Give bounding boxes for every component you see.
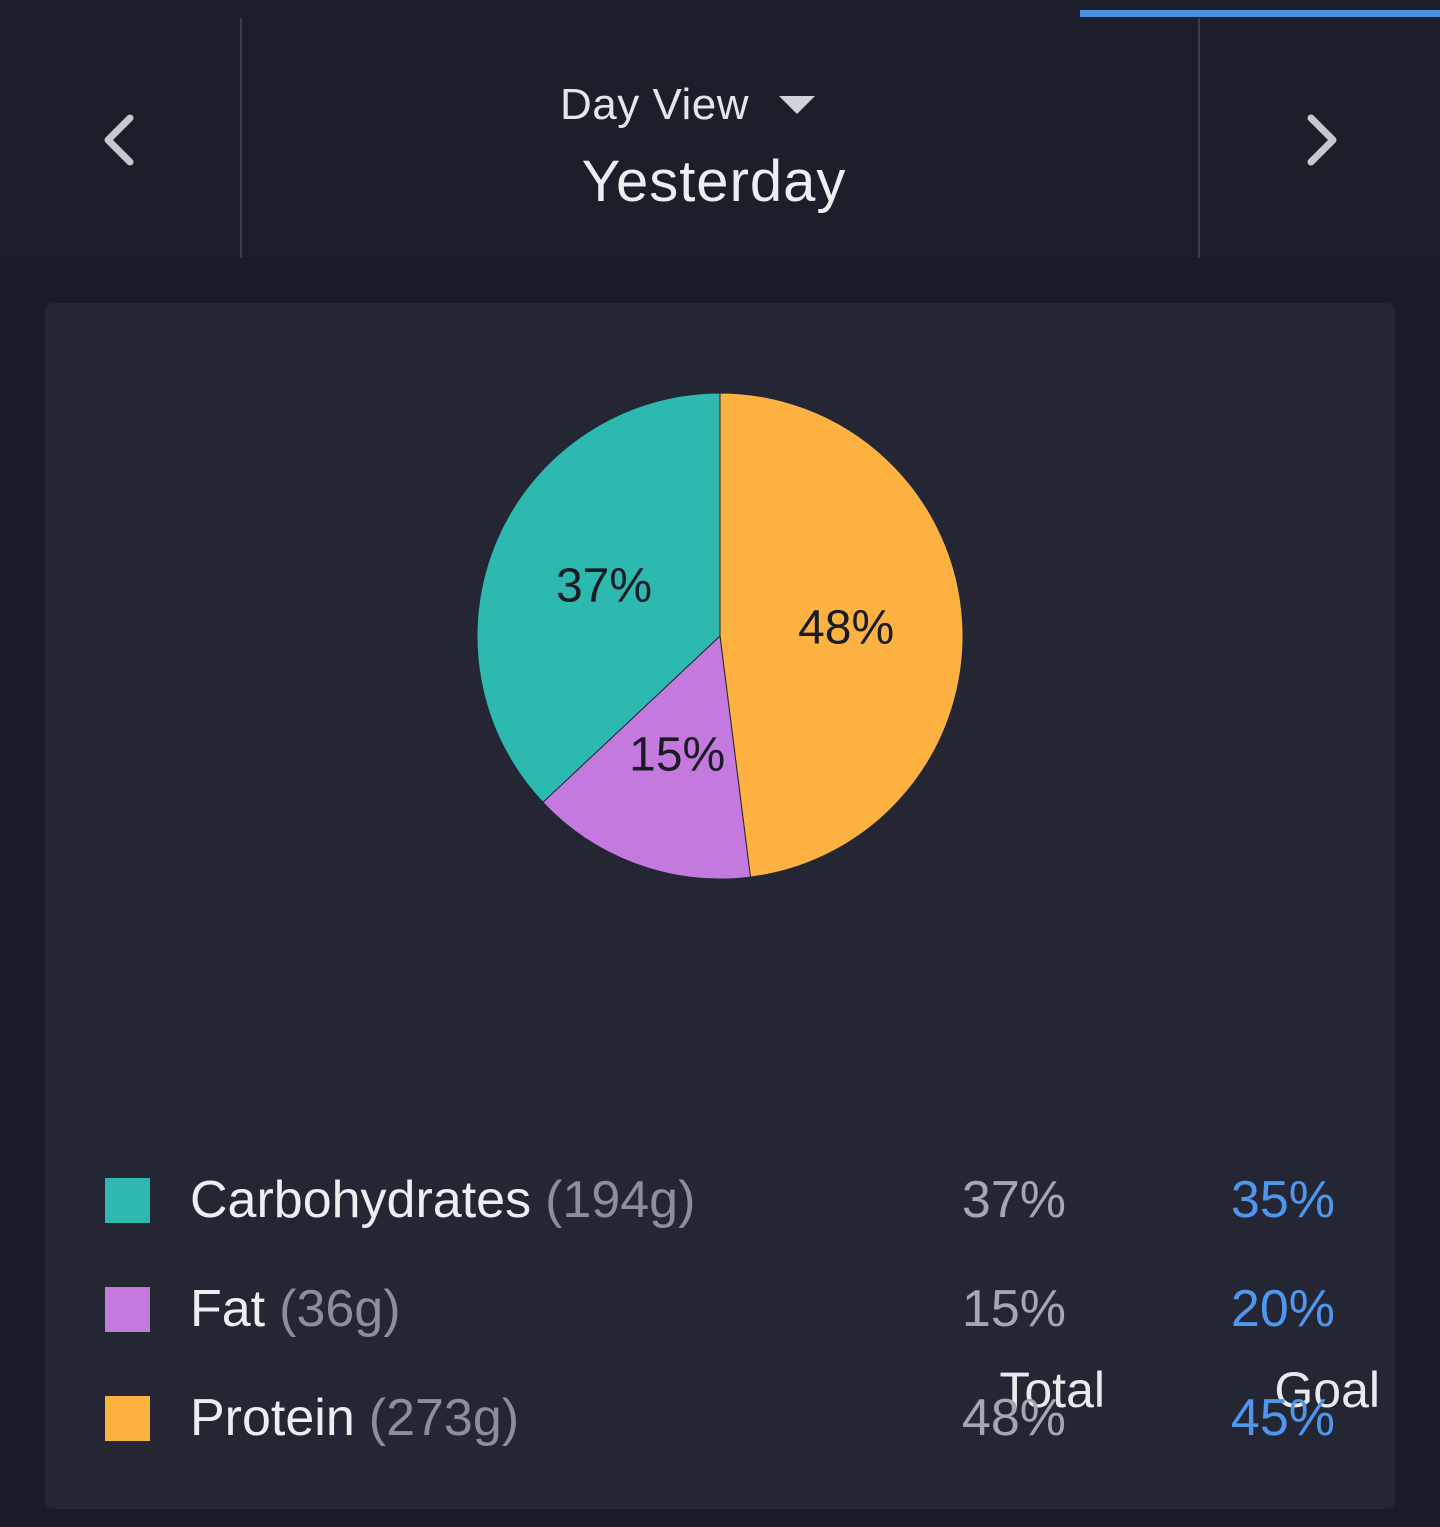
chevron-right-icon [1307,114,1337,166]
total-column-header: Total [999,1362,1105,1418]
pie-slice-carbohydrates[interactable] [476,392,721,804]
nutrient-name: Protein [190,1389,355,1447]
nutrient-label: Carbohydrates (194g) [190,1160,695,1240]
view-mode-label: Day View [560,80,750,129]
nutrient-grams: (36g) [279,1280,401,1338]
carbohydrates-color-swatch [105,1178,150,1223]
nutrient-grams: (194g) [545,1171,696,1229]
view-mode-dropdown[interactable]: Day View [560,70,816,140]
table-row[interactable]: Protein (273g) 48% 45% [0,1378,1440,1458]
table-row[interactable]: Carbohydrates (194g) 37% 35% [0,1160,1440,1240]
macros-card: 48% 15% 37% Total Goal [45,303,1395,1509]
goal-percent: 20% [1230,1280,1335,1338]
divider [240,18,242,258]
selected-date-label: Yesterday [581,149,847,214]
total-percent: 15% [961,1280,1066,1338]
total-percent: 48% [961,1389,1066,1447]
divider [1198,18,1200,258]
goal-percent: 45% [1230,1389,1335,1447]
nutrient-label: Protein (273g) [190,1378,519,1458]
macros-pie-chart: 48% 15% 37% [476,392,964,880]
pie-label-fat: 15% [629,728,725,781]
pie-slice-protein[interactable] [719,392,964,878]
nutrient-name: Fat [190,1280,266,1338]
nutrient-grams: (273g) [368,1389,520,1447]
previous-day-button[interactable] [75,95,165,185]
nutrient-name: Carbohydrates [190,1171,532,1229]
chevron-left-icon [104,114,134,166]
pie-label-carbohydrates: 37% [556,559,652,612]
goal-column-header: Goal [1274,1362,1380,1418]
pie-label-protein: 48% [798,602,894,655]
pie-slice-fat[interactable] [542,634,752,880]
table-row[interactable]: Fat (36g) 15% 20% [0,1269,1440,1349]
total-percent: 37% [961,1171,1066,1229]
fat-color-swatch [105,1287,150,1332]
nutrient-label: Fat (36g) [190,1269,401,1349]
active-tab-indicator [1080,10,1440,17]
next-day-button[interactable] [1276,95,1366,185]
goal-percent: 35% [1230,1171,1335,1229]
date-navigation-header: Day View Yesterday [0,0,1440,258]
caret-down-icon [779,96,816,114]
protein-color-swatch [105,1396,150,1441]
